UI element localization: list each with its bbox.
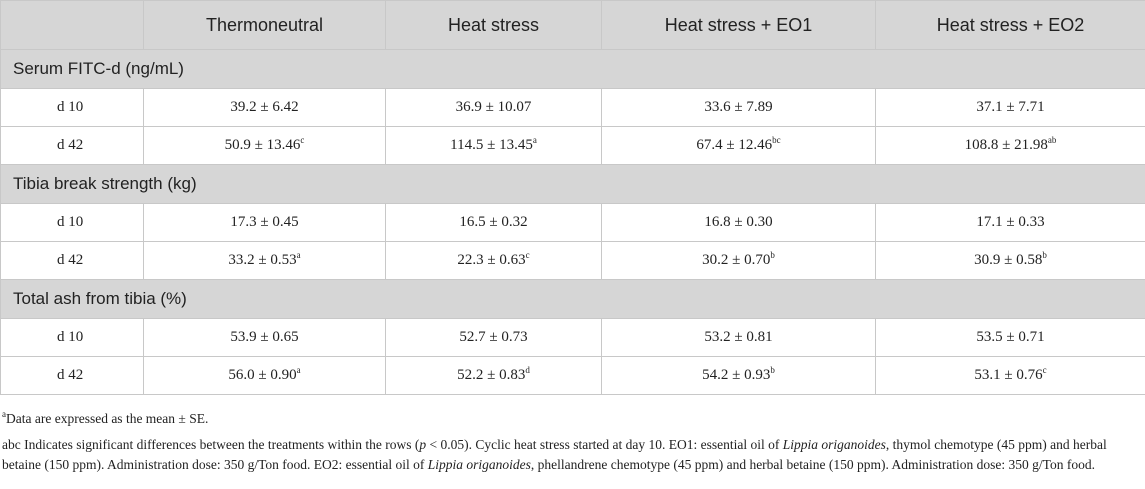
cell-value: 53.2 ± 0.81: [704, 329, 773, 345]
cell-value: 114.5 ± 13.45: [450, 137, 533, 153]
value-cell: 52.2 ± 0.83d: [385, 356, 602, 395]
table-row: d 10 17.3 ± 0.45 16.5 ± 0.32 16.8 ± 0.30 17.…: [0, 203, 1145, 242]
value-cell: 52.7 ± 0.73: [385, 318, 602, 357]
value-cell: 36.9 ± 10.07: [385, 88, 602, 127]
value-cell: 67.4 ± 12.46bc: [601, 126, 876, 165]
section-title: Tibia break strength (kg): [0, 164, 1145, 204]
value-cell: 16.8 ± 0.30: [601, 203, 876, 242]
significance-letter: a: [532, 135, 537, 145]
significance-letter: b: [1042, 250, 1047, 260]
value-cell: 39.2 ± 6.42: [143, 88, 386, 127]
cell-value: 108.8 ± 21.98: [964, 137, 1048, 153]
section-title: Serum FITC-d (ng/mL): [0, 49, 1145, 89]
value-cell: 17.3 ± 0.45: [143, 203, 386, 242]
table-row: d 10 53.9 ± 0.65 52.7 ± 0.73 53.2 ± 0.81 53.…: [0, 318, 1145, 357]
cell-value: 52.2 ± 0.83: [457, 367, 526, 383]
header-cell-empty: [0, 0, 144, 50]
cell-value: 22.3 ± 0.63: [457, 252, 526, 268]
cell-value: 16.5 ± 0.32: [459, 214, 528, 230]
cell-value: 53.1 ± 0.76: [974, 367, 1043, 383]
footnote-a-text: Data are expressed as the mean ± SE.: [6, 411, 209, 426]
value-cell: 33.6 ± 7.89: [601, 88, 876, 127]
value-cell: 30.9 ± 0.58b: [875, 241, 1145, 280]
cell-value: 54.2 ± 0.93: [702, 367, 771, 383]
value-cell: 56.0 ± 0.90a: [143, 356, 386, 395]
cell-value: 17.3 ± 0.45: [230, 214, 299, 230]
significance-letter: c: [525, 250, 530, 260]
footnote-abc: abc Indicates significant differences be…: [2, 435, 1142, 475]
footnote-p-symbol: p: [419, 437, 427, 452]
header-heat-stress: Heat stress: [385, 0, 602, 50]
cell-value: 56.0 ± 0.90: [228, 367, 297, 383]
significance-letter: c: [300, 135, 305, 145]
value-cell: 108.8 ± 21.98ab: [875, 126, 1145, 165]
value-cell: 50.9 ± 13.46c: [143, 126, 386, 165]
day-label: d 42: [0, 126, 144, 165]
day-label: d 42: [0, 241, 144, 280]
value-cell: 53.2 ± 0.81: [601, 318, 876, 357]
significance-letter: b: [770, 365, 775, 375]
footnote-species-1: Lippia origanoides: [782, 437, 886, 452]
day-label: d 10: [0, 88, 144, 127]
value-cell: 114.5 ± 13.45a: [385, 126, 602, 165]
value-cell: 53.9 ± 0.65: [143, 318, 386, 357]
cell-value: 50.9 ± 13.46: [224, 137, 301, 153]
footnote-abc-text-4: , phellandrene chemotype (45 ppm) and he…: [530, 457, 1095, 472]
value-cell: 54.2 ± 0.93b: [601, 356, 876, 395]
table-footnotes: aData are expressed as the mean ± SE. ab…: [2, 409, 1142, 475]
footnote-a: aData are expressed as the mean ± SE.: [2, 409, 1142, 429]
cell-value: 37.1 ± 7.71: [976, 99, 1045, 115]
value-cell: 37.1 ± 7.71: [875, 88, 1145, 127]
cell-value: 53.9 ± 0.65: [230, 329, 299, 345]
value-cell: 53.1 ± 0.76c: [875, 356, 1145, 395]
day-label: d 10: [0, 203, 144, 242]
value-cell: 53.5 ± 0.71: [875, 318, 1145, 357]
section-title: Total ash from tibia (%): [0, 279, 1145, 319]
value-cell: 22.3 ± 0.63c: [385, 241, 602, 280]
significance-letter: a: [296, 365, 301, 375]
table-row: d 42 56.0 ± 0.90a 52.2 ± 0.83d 54.2 ± 0.93b…: [0, 356, 1145, 395]
cell-value: 17.1 ± 0.33: [976, 214, 1045, 230]
section-row: Tibia break strength (kg): [0, 164, 1145, 204]
cell-value: 16.8 ± 0.30: [704, 214, 773, 230]
section-row: Total ash from tibia (%): [0, 279, 1145, 319]
significance-letter: bc: [772, 135, 781, 145]
value-cell: 33.2 ± 0.53a: [143, 241, 386, 280]
cell-value: 39.2 ± 6.42: [230, 99, 299, 115]
footnote-abc-text-2: < 0.05). Cyclic heat stress started at d…: [426, 437, 783, 452]
cell-value: 53.5 ± 0.71: [976, 329, 1045, 345]
cell-value: 36.9 ± 10.07: [455, 99, 532, 115]
significance-letter: c: [1042, 365, 1047, 375]
cell-value: 33.6 ± 7.89: [704, 99, 773, 115]
footnote-species-2: Lippia origanoides: [427, 457, 531, 472]
day-label: d 10: [0, 318, 144, 357]
header-heat-stress-eo2: Heat stress + EO2: [875, 0, 1145, 50]
cell-value: 67.4 ± 12.46: [696, 137, 773, 153]
footnote-abc-text-3: , thymol chemotype (45 ppm) and herbal b…: [2, 437, 1107, 472]
cell-value: 30.9 ± 0.58: [974, 252, 1043, 268]
header-heat-stress-eo1: Heat stress + EO1: [601, 0, 876, 50]
significance-letter: b: [770, 250, 775, 260]
results-table: Thermoneutral Heat stress Heat stress + …: [0, 0, 1145, 395]
table-row: d 42 33.2 ± 0.53a 22.3 ± 0.63c 30.2 ± 0.70b…: [0, 241, 1145, 280]
footnote-a-marker: a: [2, 409, 6, 419]
cell-value: 52.7 ± 0.73: [459, 329, 528, 345]
section-row: Serum FITC-d (ng/mL): [0, 49, 1145, 89]
cell-value: 33.2 ± 0.53: [228, 252, 297, 268]
significance-letter: d: [525, 365, 530, 375]
value-cell: 16.5 ± 0.32: [385, 203, 602, 242]
table-row: d 10 39.2 ± 6.42 36.9 ± 10.07 33.6 ± 7.89 37…: [0, 88, 1145, 127]
significance-letter: ab: [1047, 135, 1057, 145]
header-row: Thermoneutral Heat stress Heat stress + …: [0, 0, 1145, 50]
header-thermoneutral: Thermoneutral: [143, 0, 386, 50]
day-label: d 42: [0, 356, 144, 395]
footnote-abc-text-1: abc Indicates significant differences be…: [2, 437, 420, 452]
value-cell: 30.2 ± 0.70b: [601, 241, 876, 280]
table-row: d 42 50.9 ± 13.46c 114.5 ± 13.45a 67.4 ± 12…: [0, 126, 1145, 165]
value-cell: 17.1 ± 0.33: [875, 203, 1145, 242]
cell-value: 30.2 ± 0.70: [702, 252, 771, 268]
significance-letter: a: [296, 250, 301, 260]
